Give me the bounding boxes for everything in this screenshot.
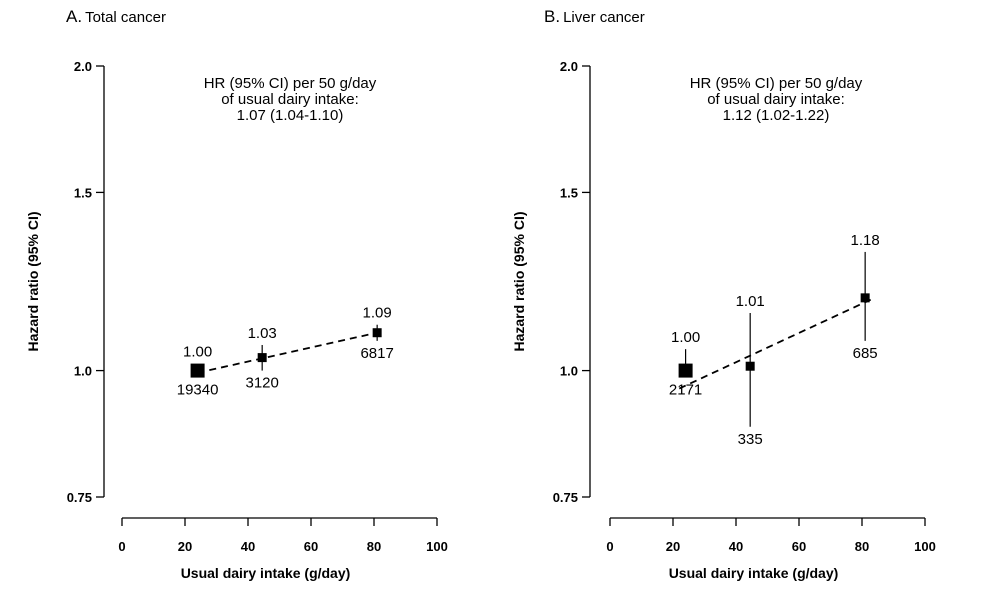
data-point [257,353,267,363]
x-tick-label: 40 [729,539,743,554]
x-tick-label: 20 [666,539,680,554]
data-point [860,293,870,303]
y-tick-label: 1.0 [560,364,578,379]
y-axis-label: Hazard ratio (95% CI) [511,211,527,351]
y-tick-label: 1.5 [74,185,92,200]
y-tick-label: 1.0 [74,364,92,379]
panel-title-text: Total cancer [85,9,166,26]
case-count-label: 6817 [360,345,393,362]
hr-label: 1.18 [851,232,880,249]
x-axis-label: Usual dairy intake (g/day) [669,565,839,581]
trend-line [197,331,378,374]
y-tick-label: 1.5 [560,185,578,200]
data-point [190,363,205,378]
panel-title: B. Liver cancer [544,7,645,26]
hr-label: 1.01 [736,293,765,310]
x-tick-label: 40 [241,539,255,554]
hr-annotation-line: HR (95% CI) per 50 g/day [690,75,863,92]
x-axis-label: Usual dairy intake (g/day) [181,565,351,581]
hr-annotation-line: of usual dairy intake: [707,91,845,108]
hr-label: 1.00 [183,344,212,361]
y-axis-label: Hazard ratio (95% CI) [25,211,41,351]
x-tick-label: 80 [855,539,869,554]
hr-label: 1.03 [248,325,277,342]
x-tick-label: 20 [178,539,192,554]
panel-letter: A. [66,7,82,26]
x-tick-label: 100 [914,539,936,554]
case-count-label: 2171 [669,382,702,399]
panel-total-cancer: A. Total cancer 0.75 1.0 1.5 2.0 Hazard ratio … [25,7,448,581]
x-tick-label: 80 [367,539,381,554]
panel-title-text: Liver cancer [563,9,645,26]
data-point [678,363,693,378]
x-tick-label: 100 [426,539,448,554]
case-count-label: 335 [738,431,763,448]
x-tick-label: 0 [118,539,125,554]
hr-annotation-line: 1.07 (1.04-1.10) [237,107,344,124]
hr-annotation-line: of usual dairy intake: [221,91,359,108]
hr-label: 1.09 [363,305,392,322]
panel-letter: B. [544,7,560,26]
y-tick-label: 2.0 [74,59,92,74]
case-count-label: 19340 [177,382,219,399]
panel-liver-cancer: B. Liver cancer 0.75 1.0 1.5 2.0 Hazard ratio … [511,7,936,581]
trend-line [678,297,875,390]
data-point [372,328,382,338]
y-tick-label: 2.0 [560,59,578,74]
hr-annotation-line: 1.12 (1.02-1.22) [723,107,830,124]
case-count-label: 685 [853,345,878,362]
data-point [745,361,755,371]
y-tick-label: 0.75 [67,490,92,505]
x-tick-label: 60 [304,539,318,554]
x-tick-label: 60 [792,539,806,554]
panel-title: A. Total cancer [66,7,166,26]
y-tick-label: 0.75 [553,490,578,505]
hr-label: 1.00 [671,329,700,346]
hr-annotation-line: HR (95% CI) per 50 g/day [204,75,377,92]
x-tick-label: 0 [606,539,613,554]
case-count-label: 3120 [245,375,278,392]
